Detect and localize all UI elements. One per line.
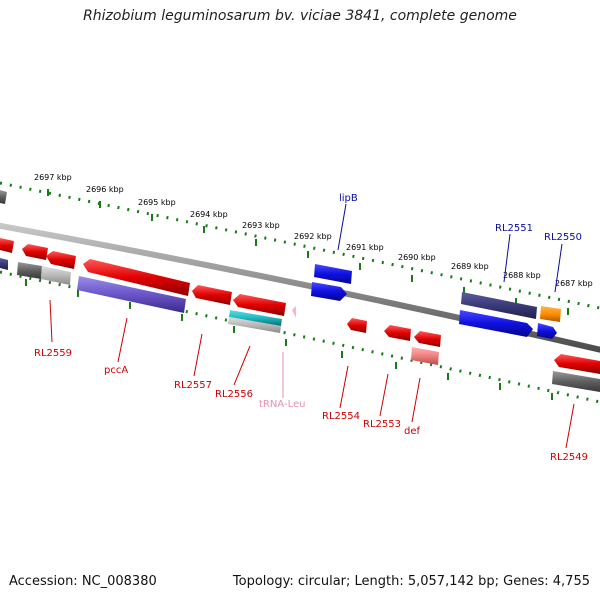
gene-feature[interactable] [77,276,186,313]
gene-label-RL2557[interactable]: RL2557 [174,380,212,391]
tick-label: 2696 kbp [86,185,124,194]
gene-feature[interactable] [83,259,190,296]
trna-feature[interactable] [292,306,296,318]
gene-feature[interactable] [459,310,533,337]
gene-feature[interactable] [347,318,367,333]
gene-feature[interactable] [540,306,561,322]
gene-label-tRNA-Leu[interactable]: tRNA-Leu [259,399,305,410]
gene-feature[interactable] [233,294,286,316]
gene-feature[interactable] [552,371,600,392]
reverse-features [0,238,600,392]
tick-label: 2688 kbp [503,271,541,280]
gene-feature[interactable] [0,258,8,270]
gene-feature[interactable] [17,262,42,279]
gene-label-RL2554[interactable]: RL2554 [322,411,360,422]
gene-feature[interactable] [22,244,48,260]
tick-label: 2691 kbp [346,243,384,252]
gene-label-def[interactable]: def [404,426,421,437]
accession-text: Accession: NC_008380 [9,574,157,589]
gene-feature[interactable] [314,264,352,284]
gene-feature[interactable] [461,292,537,319]
forward-features [0,190,561,339]
gene-label-pccA[interactable]: pccA [104,365,128,376]
gene-feature[interactable] [46,251,76,269]
lower-major-ticks [25,279,553,400]
tick-label: 2694 kbp [190,210,228,219]
gene-feature[interactable] [414,331,441,347]
gene-feature[interactable] [384,325,411,341]
gene-labels-reverse: RL2559 pccA RL2557 RL2556 tRNA-Leu RL255… [34,348,588,463]
tick-label: 2693 kbp [242,221,280,230]
tick-label: 2689 kbp [451,262,489,271]
gene-feature[interactable] [411,347,439,365]
gene-feature[interactable] [228,317,281,333]
gene-feature[interactable] [537,323,557,339]
tick-label: 2687 kbp [555,279,593,288]
gene-feature[interactable] [311,282,347,301]
genome-summary-text: Topology: circular; Length: 5,057,142 bp… [232,574,590,589]
gene-labels-forward: lipB RL2551 RL2550 [339,193,582,243]
gene-label-lipB[interactable]: lipB [339,193,358,204]
gene-feature[interactable] [229,310,282,326]
map-title: Rhizobium leguminosarum bv. viciae 3841,… [83,8,517,24]
gene-label-RL2556[interactable]: RL2556 [215,389,253,400]
gene-feature[interactable] [192,285,232,305]
gene-feature[interactable] [554,354,600,374]
gene-label-RL2559[interactable]: RL2559 [34,348,72,359]
tick-label: 2690 kbp [398,253,436,262]
tick-label: 2692 kbp [294,232,332,241]
gene-label-RL2550[interactable]: RL2550 [544,232,582,243]
gene-feature[interactable] [0,238,14,253]
gene-feature[interactable] [41,266,71,285]
tick-labels: 2697 kbp 2696 kbp 2695 kbp 2694 kbp 2693… [34,173,593,288]
gene-label-RL2551[interactable]: RL2551 [495,223,533,234]
tick-label: 2695 kbp [138,198,176,207]
gene-label-RL2553[interactable]: RL2553 [363,419,401,430]
tick-label: 2697 kbp [34,173,72,182]
gene-label-RL2549[interactable]: RL2549 [550,452,588,463]
gene-feature[interactable] [0,190,7,204]
label-connectors [49,203,575,449]
